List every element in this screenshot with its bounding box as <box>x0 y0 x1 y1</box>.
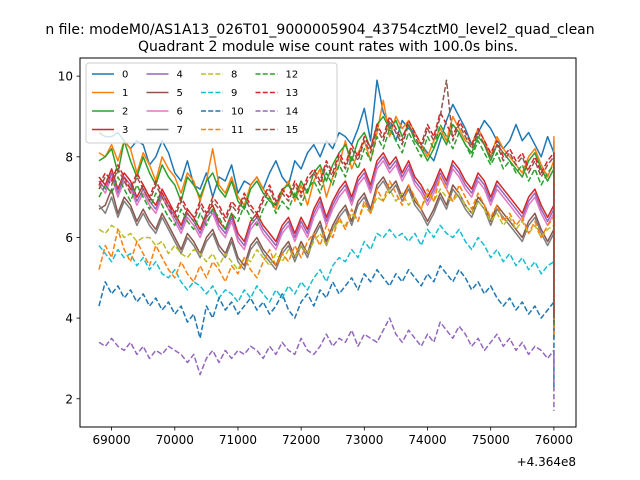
series-line-14 <box>98 317 555 411</box>
legend-label-9: 9 <box>231 88 237 99</box>
y-tick-label: 6 <box>65 231 73 245</box>
legend-label-0: 0 <box>122 70 128 81</box>
legend-label-1: 1 <box>122 88 128 99</box>
legend-label-10: 10 <box>231 107 244 118</box>
y-tick-label: 2 <box>65 392 73 406</box>
legend-label-15: 15 <box>286 125 299 136</box>
x-offset-label: +4.364e8 <box>517 455 576 469</box>
x-axis: 69000 70000 71000 72000 73000 74000 75000 76000 <box>92 427 573 447</box>
legend-label-6: 6 <box>177 107 183 118</box>
chart-title: Quadrant 2 module wise count rates with … <box>138 39 518 55</box>
legend-box <box>85 62 338 144</box>
x-tick-label: 76000 <box>535 433 573 447</box>
legend-label-5: 5 <box>177 88 183 99</box>
legend-label-7: 7 <box>177 125 183 136</box>
x-tick-label: 69000 <box>92 433 130 447</box>
y-tick-label: 4 <box>65 312 73 326</box>
y-axis: 2 4 6 8 10 <box>58 70 80 406</box>
legend-label-3: 3 <box>122 125 128 136</box>
legend-label-12: 12 <box>286 70 299 81</box>
series-line-15 <box>98 79 555 323</box>
x-tick-label: 75000 <box>472 433 510 447</box>
axes-frame <box>79 57 577 428</box>
x-tick-label: 73000 <box>345 433 383 447</box>
legend-label-2: 2 <box>122 107 128 118</box>
y-tick-label: 10 <box>58 70 73 84</box>
y-tick-label: 8 <box>65 150 73 164</box>
legend-label-8: 8 <box>231 70 237 81</box>
x-tick-label: 70000 <box>156 433 194 447</box>
legend-label-4: 4 <box>177 70 183 81</box>
plot-area <box>98 79 555 411</box>
legend-label-14: 14 <box>286 107 299 118</box>
x-tick-label: 72000 <box>282 433 320 447</box>
legend-label-11: 11 <box>231 125 244 136</box>
legend-label-13: 13 <box>286 88 299 99</box>
x-tick-label: 74000 <box>408 433 446 447</box>
figure-suptitle: n file: modeM0/AS1A13_026T01_9000005904_… <box>45 22 594 38</box>
x-tick-label: 71000 <box>219 433 257 447</box>
